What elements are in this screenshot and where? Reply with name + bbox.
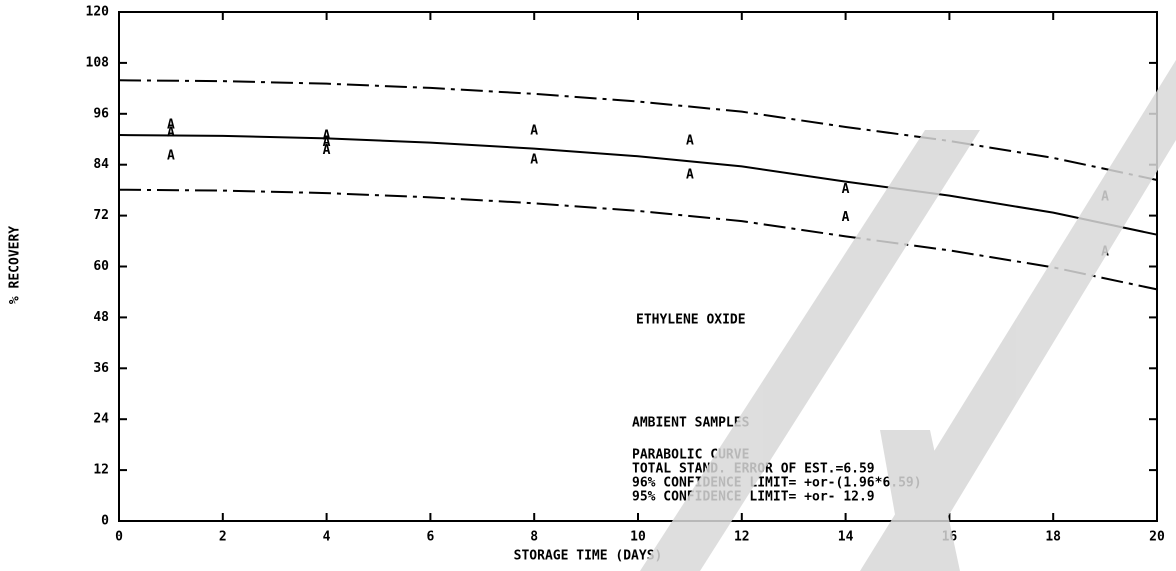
y-tick-label: 96 [93, 106, 109, 121]
point-marker: A [530, 123, 538, 138]
curve [118, 79, 1158, 181]
y-tick-label: 48 [93, 310, 109, 325]
point-marker: A [323, 143, 331, 158]
watermark-stroke [880, 430, 960, 571]
x-tick-label: 12 [734, 530, 750, 545]
point-marker: A [530, 153, 538, 168]
point-marker: A [842, 210, 850, 225]
point-marker: A [323, 135, 331, 150]
x-tick-label: 0 [115, 530, 123, 545]
chart-title: ETHYLENE OXIDE [636, 313, 746, 328]
curve [118, 134, 1158, 236]
y-tick-label: 12 [93, 463, 109, 478]
y-tick-label: 84 [93, 157, 109, 172]
y-tick-label: 72 [93, 208, 109, 223]
y-tick-label: 0 [101, 514, 109, 529]
y-tick-label: 108 [86, 55, 110, 70]
y-tick-label: 60 [93, 259, 109, 274]
watermark [640, 60, 1176, 571]
point-marker: A [323, 128, 331, 143]
y-tick-label: 120 [86, 5, 110, 20]
watermark-stroke [860, 60, 1176, 571]
point-marker: A [167, 125, 175, 140]
x-axis-label: STORAGE TIME (DAYS) [514, 549, 663, 564]
y-tick-label: 24 [93, 412, 109, 427]
plot-area: 0122436486072849610812002468101214161820… [8, 5, 1165, 564]
x-tick-label: 8 [530, 530, 538, 545]
plot-frame [118, 11, 1158, 522]
curve [118, 188, 1158, 291]
x-tick-label: 4 [323, 530, 331, 545]
watermark-stroke [640, 130, 980, 571]
x-tick-label: 14 [838, 530, 854, 545]
y-axis-label: % RECOVERY [8, 226, 23, 304]
point-marker: A [686, 167, 694, 182]
x-tick-label: 10 [630, 530, 646, 545]
annotation: AMBIENT SAMPLES [632, 416, 750, 431]
x-tick-label: 18 [1045, 530, 1061, 545]
point-marker: A [842, 182, 850, 197]
point-marker: A [167, 117, 175, 132]
x-tick-label: 20 [1149, 530, 1165, 545]
point-marker: A [686, 133, 694, 148]
annotation: 96% CONFIDENCE LIMIT= +or-(1.96*6.59) [632, 476, 922, 491]
x-tick-label: 2 [219, 530, 227, 545]
annotation: 95% CONFIDENCE LIMIT= +or- 12.9 [632, 490, 875, 505]
y-tick-label: 36 [93, 361, 109, 376]
x-tick-label: 6 [426, 530, 434, 545]
point-marker: A [167, 148, 175, 163]
